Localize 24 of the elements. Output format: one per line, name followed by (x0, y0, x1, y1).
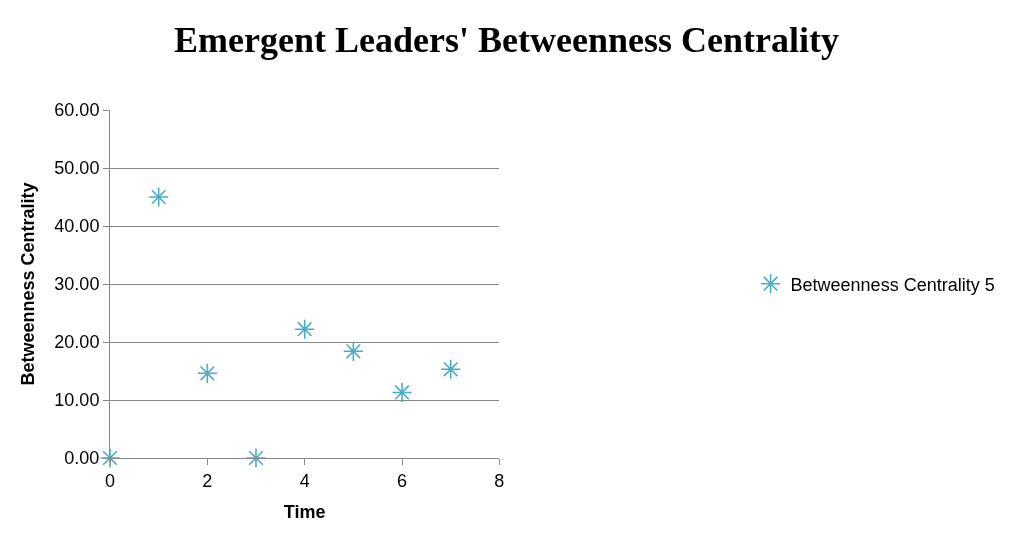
y-axis-title: Betweenness Centrality (17, 182, 38, 386)
y-tick-label: 20.00 (54, 332, 100, 353)
point (294, 318, 316, 340)
point (196, 362, 218, 384)
point (391, 382, 413, 403)
point (245, 447, 267, 469)
legend-label: Betweenness Centrality 5 (790, 274, 995, 295)
x-tick-label: 8 (494, 470, 505, 491)
y-tick-label: 30.00 (54, 274, 100, 295)
chart-title: Emergent Leaders' Betweenness Centrality (174, 20, 839, 61)
x-tick-label: 4 (299, 470, 310, 491)
x-tick-label: 6 (397, 470, 408, 491)
x-axis-title: Time (283, 501, 326, 522)
point (440, 358, 462, 380)
y-tick-label: 50.00 (54, 158, 100, 179)
x-tick-label: 0 (104, 470, 116, 491)
point (148, 186, 170, 208)
y-tick-label: 10.00 (54, 390, 100, 411)
point (342, 340, 364, 362)
x-tick-label: 2 (202, 470, 213, 491)
y-tick-label: 60.00 (54, 100, 100, 121)
y-tick-label: 40.00 (54, 216, 100, 237)
y-tick-label: 0.00 (64, 448, 100, 469)
point (99, 447, 121, 469)
